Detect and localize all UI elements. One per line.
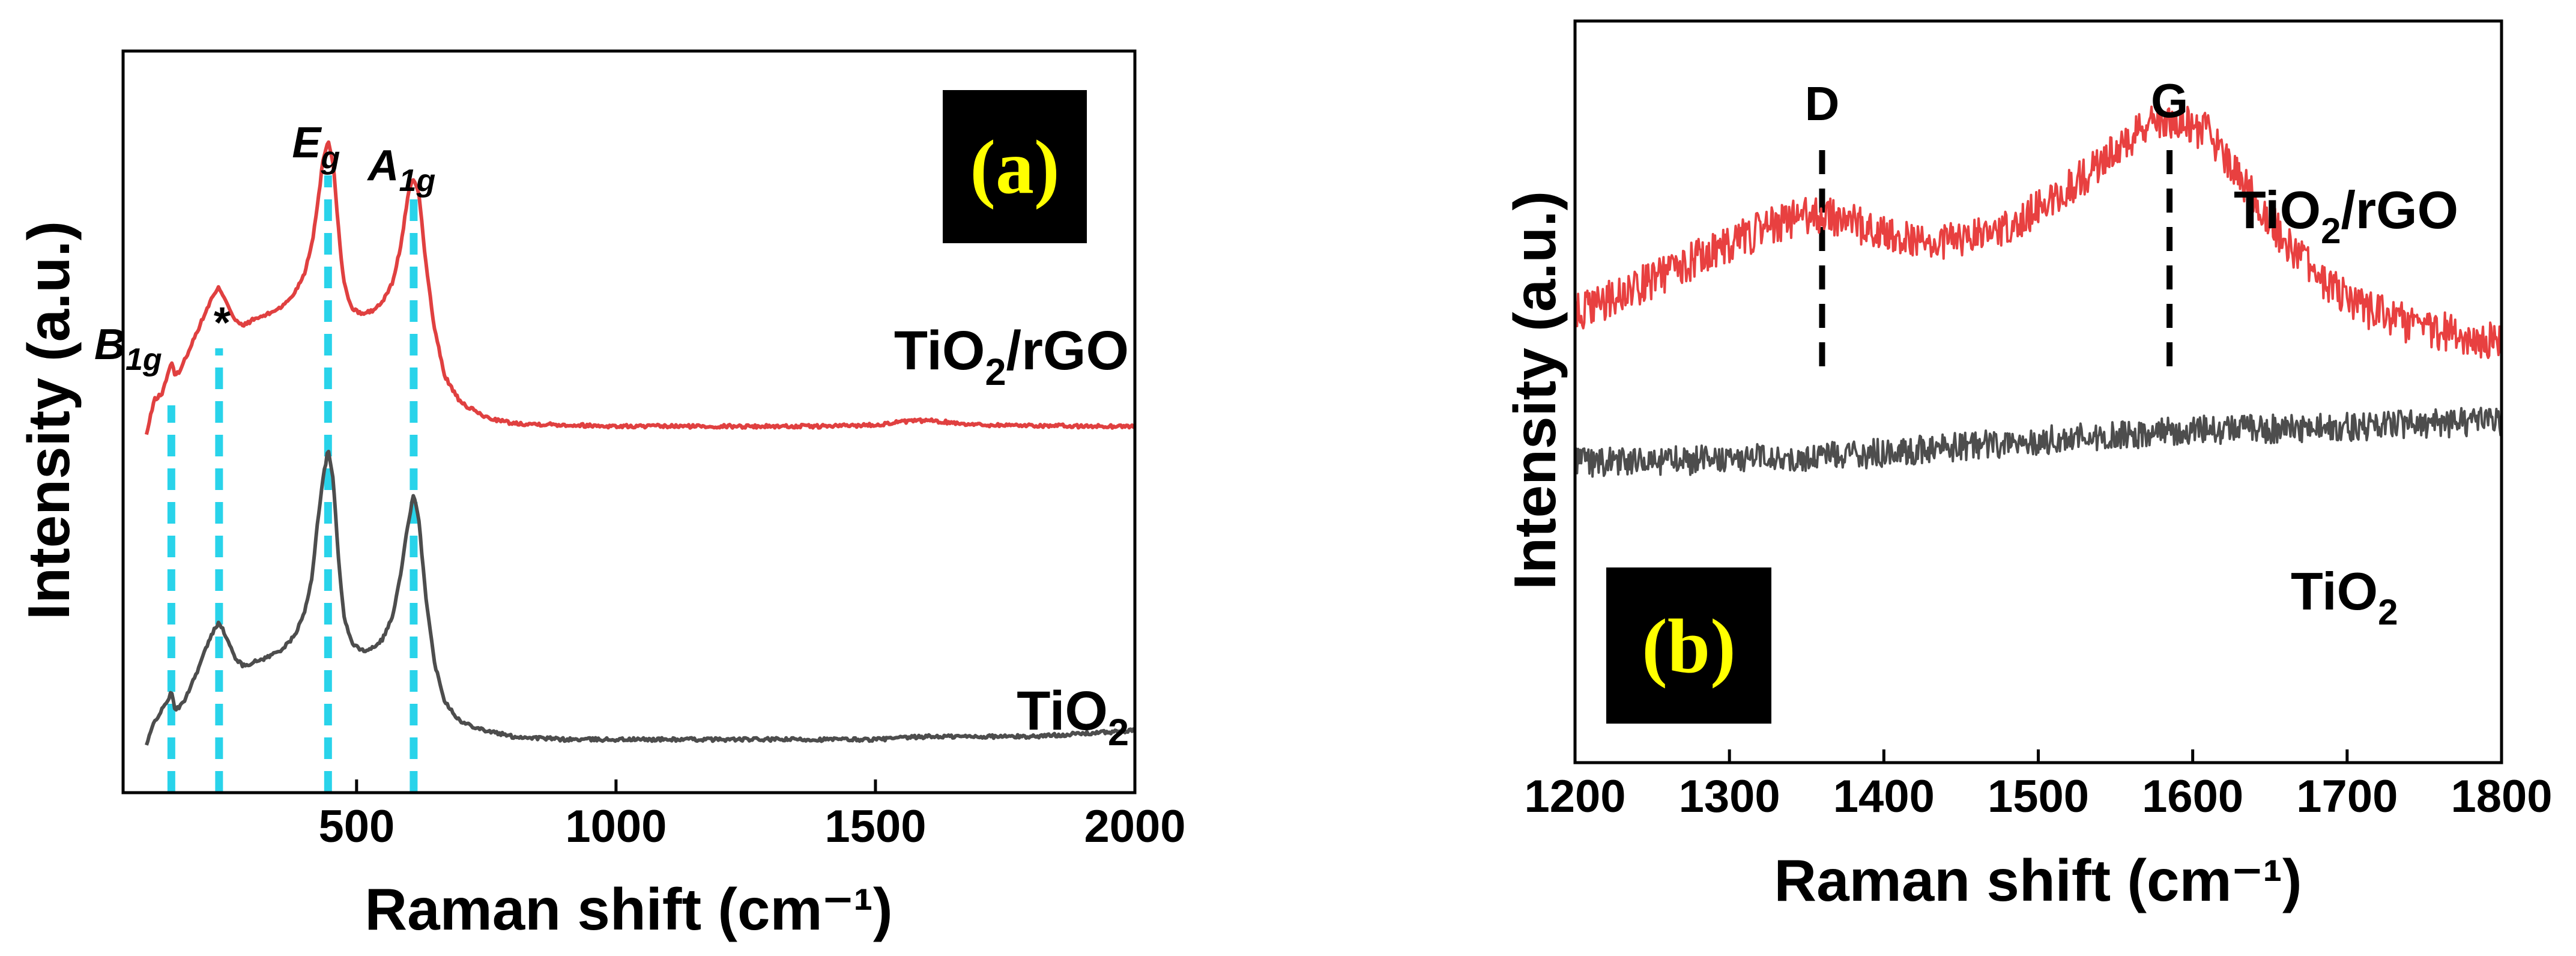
series-group-b bbox=[1574, 101, 2503, 478]
x-ticks-b: 1200 1300 1400 1500 1600 1700 1800 bbox=[1524, 749, 2553, 822]
x-axis-title-a: Raman shift (cm⁻¹) bbox=[364, 876, 892, 942]
series-labels-b: TiO2/rGO TiO2 bbox=[2234, 180, 2458, 632]
series-label: TiO2/rGO bbox=[894, 320, 1129, 393]
x-tick-label: 2000 bbox=[1084, 801, 1185, 852]
x-tick-label: 1600 bbox=[2142, 771, 2243, 822]
x-tick-label: 500 bbox=[318, 801, 395, 852]
x-axis-title-b: Raman shift (cm⁻¹) bbox=[1774, 847, 2302, 913]
peak-label: A1g bbox=[367, 142, 436, 198]
peak-label: B1g bbox=[94, 321, 162, 377]
panel-badge-a: (a) bbox=[943, 90, 1087, 243]
series-line bbox=[1574, 101, 2503, 359]
panel-badge-b: (b) bbox=[1606, 567, 1771, 724]
peak-label: D bbox=[1805, 77, 1840, 130]
plot-frame-a bbox=[121, 49, 1137, 794]
x-tick-label: 1500 bbox=[1988, 771, 2089, 822]
series-group-a bbox=[144, 140, 1137, 746]
panel-badge-bg-b bbox=[1606, 567, 1771, 724]
series-labels-a: TiO2/rGO TiO2 bbox=[894, 320, 1129, 754]
series-line bbox=[145, 449, 1137, 746]
x-tick-label: 1000 bbox=[565, 801, 667, 852]
panel-badge-label-a: (a) bbox=[970, 125, 1059, 210]
panel-badge-label-b: (b) bbox=[1642, 604, 1735, 689]
peak-labels-a: B1g * Eg A1g bbox=[94, 119, 435, 377]
peak-label: G bbox=[2151, 74, 2188, 127]
x-tick-label: 1700 bbox=[2296, 771, 2398, 822]
x-tick-label: 1400 bbox=[1833, 771, 1935, 822]
series-label: TiO2/rGO bbox=[2234, 180, 2458, 251]
peak-label: Eg bbox=[292, 119, 340, 175]
y-axis-title-b: Intensity (a.u.) bbox=[1502, 191, 1568, 590]
x-tick-label: 1300 bbox=[1679, 771, 1780, 822]
reference-lines-b bbox=[1819, 137, 2173, 366]
panel-badge-bg-a bbox=[943, 90, 1087, 243]
chart-panel-a: 500 1000 1500 2000 Raman shift (cm⁻¹) Inten… bbox=[16, 49, 1186, 942]
reference-lines-a bbox=[167, 175, 418, 793]
y-axis-title-a: Intensity (a.u.) bbox=[16, 221, 82, 620]
x-ticks-a: 500 1000 1500 2000 bbox=[318, 779, 1186, 852]
chart-panel-b: 1200 1300 1400 1500 1600 1700 1800 Raman shift… bbox=[1502, 19, 2553, 913]
peak-label: * bbox=[214, 299, 231, 347]
series-label: TiO2 bbox=[1017, 680, 1129, 754]
series-line bbox=[1574, 407, 2503, 478]
series-label: TiO2 bbox=[2291, 561, 2398, 632]
x-tick-label: 1500 bbox=[824, 801, 926, 852]
series-line bbox=[144, 140, 1137, 435]
x-tick-label: 1200 bbox=[1524, 771, 1625, 822]
x-tick-label: 1800 bbox=[2451, 771, 2552, 822]
